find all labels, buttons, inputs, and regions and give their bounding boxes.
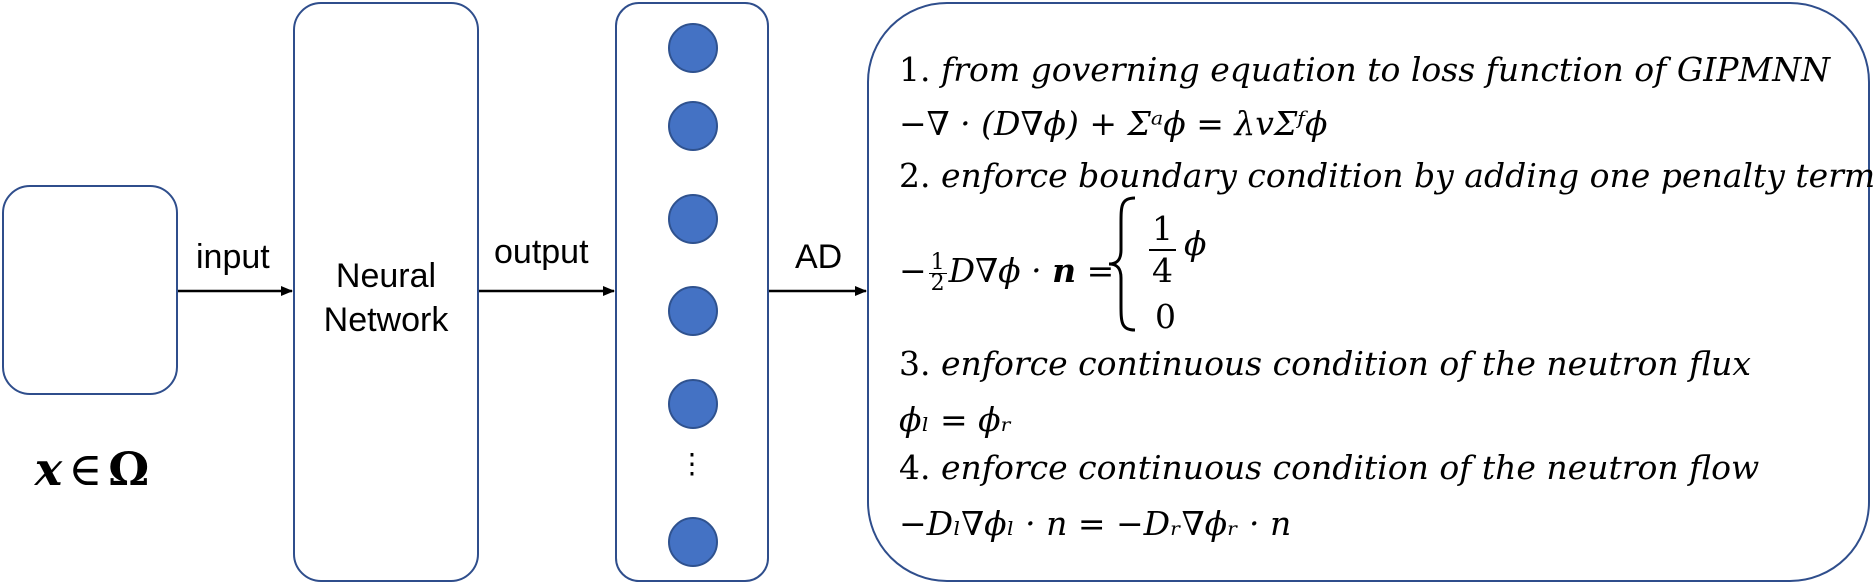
step-2-number: 2. <box>899 156 931 195</box>
step-2-text: enforce boundary condition by adding one… <box>941 156 1873 195</box>
quarter-fraction: 1 4 <box>1149 209 1176 291</box>
neural-network-label: Neural Network <box>295 254 477 342</box>
equation-boundary: −1 2 D∇ϕ · n = <box>899 249 1115 296</box>
cases-brace <box>1108 196 1136 332</box>
output-arrow-label: output <box>494 233 589 271</box>
output-node <box>668 286 718 336</box>
quarter-denominator: 4 <box>1152 251 1173 290</box>
ad-arrow-label: AD <box>795 238 843 276</box>
step-3: 3. enforce continuous condition of the n… <box>899 344 1751 383</box>
step-3-text: enforce continuous condition of the neut… <box>941 344 1751 383</box>
neural-network-label-line2: Network <box>323 301 449 339</box>
neural-network-label-line1: Neural <box>335 257 437 295</box>
step-1: 1. from governing equation to loss funct… <box>899 50 1830 89</box>
output-node <box>668 379 718 429</box>
output-layer-box: ⋮ <box>615 2 769 582</box>
output-node <box>668 23 718 73</box>
step-1-number: 1. <box>899 50 931 89</box>
step-3-number: 3. <box>899 344 931 383</box>
domain-expression: x ∈ Ω <box>4 442 180 496</box>
input-variable: x <box>34 442 63 496</box>
step-4-text: enforce continuous condition of the neut… <box>941 448 1760 487</box>
step-1-text: from governing equation to loss function… <box>941 50 1831 89</box>
element-of-symbol: ∈ <box>68 442 103 496</box>
output-node <box>668 101 718 151</box>
quarter-numerator: 1 <box>1149 209 1176 251</box>
output-ellipsis: ⋮ <box>678 447 706 480</box>
step-4-number: 4. <box>899 448 931 487</box>
case-bottom-value: 0 <box>1155 297 1176 336</box>
input-arrow-label: input <box>196 238 270 276</box>
equation-flux-continuity: ϕₗ = ϕᵣ <box>899 400 1013 439</box>
case-top-variable: ϕ <box>1184 224 1207 263</box>
neural-network-box: Neural Network <box>293 2 479 582</box>
domain-set: Ω <box>108 442 150 496</box>
output-node <box>668 517 718 567</box>
step-4: 4. enforce continuous condition of the n… <box>899 448 1759 487</box>
step-2: 2. enforce boundary condition by adding … <box>899 156 1873 195</box>
input-box: x ∈ Ω <box>2 185 178 496</box>
output-node <box>668 194 718 244</box>
equation-governing: −∇ · (D∇ϕ) + Σᵃϕ = λvΣᶠϕ <box>899 104 1328 143</box>
equation-flow-continuity: −Dₗ∇ϕₗ · n = −Dᵣ∇ϕᵣ · n <box>899 504 1292 543</box>
loss-construction-box: 1. from governing equation to loss funct… <box>867 2 1873 582</box>
